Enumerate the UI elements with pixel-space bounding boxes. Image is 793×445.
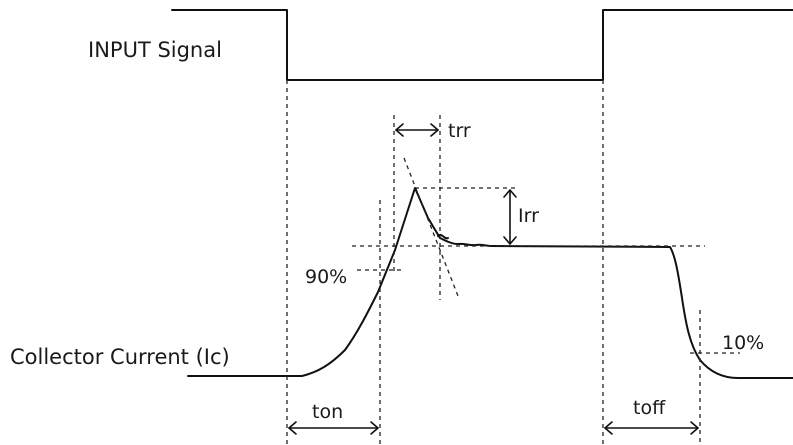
irr-arrow xyxy=(503,189,517,245)
input-signal-label: INPUT Signal xyxy=(88,38,222,62)
input-signal-waveform xyxy=(171,9,793,81)
ton-label: ton xyxy=(312,401,343,423)
collector-current-waveform xyxy=(187,187,793,379)
recovery-tangent-line xyxy=(403,157,459,297)
trr-arrow xyxy=(395,123,439,137)
ton-arrow xyxy=(288,421,379,435)
ninety-percent-label: 90% xyxy=(305,266,347,288)
collector-current-ripple xyxy=(437,233,449,240)
toff-arrow xyxy=(604,421,699,435)
irr-label: Irr xyxy=(518,205,539,227)
ten-percent-label: 10% xyxy=(722,332,764,354)
collector-current-label: Collector Current (Ic) xyxy=(10,345,230,369)
trr-label: trr xyxy=(448,120,471,142)
toff-label: toff xyxy=(633,397,666,419)
